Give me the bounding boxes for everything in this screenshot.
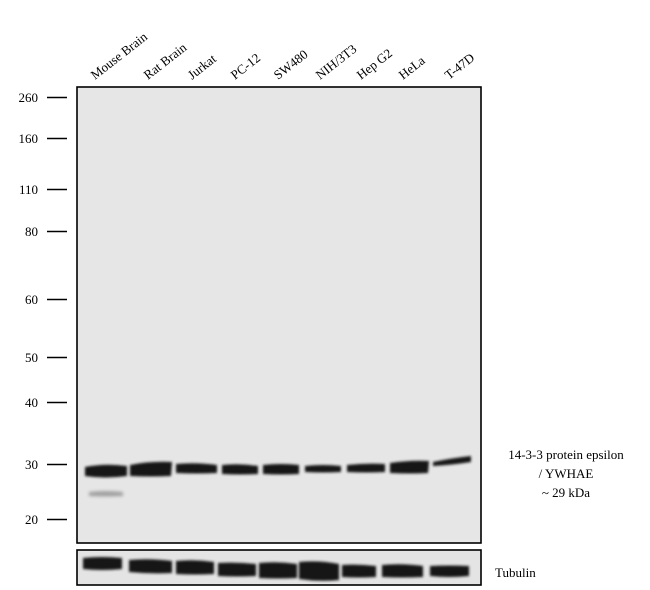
target-label-line2: / YWHAE xyxy=(539,466,594,481)
tubulin-band-mouse-brain xyxy=(83,557,122,570)
tubulin-band-pc-12 xyxy=(218,562,256,577)
band-mouse-brain xyxy=(85,464,127,478)
lane-label-rat-brain: Rat Brain xyxy=(141,39,190,82)
tubulin-bands xyxy=(83,557,469,581)
band-hela xyxy=(390,460,429,474)
mw-label-20: 20 xyxy=(25,512,38,527)
lane-label-sw480: SW480 xyxy=(271,47,311,83)
band-jurkat xyxy=(176,463,217,474)
lane-labels: Mouse Brain Rat Brain Jurkat PC-12 SW480… xyxy=(88,29,478,83)
mw-label-260: 260 xyxy=(19,90,39,105)
band-hep-g2 xyxy=(347,463,385,473)
lane-label-hep-g2: Hep G2 xyxy=(354,45,395,82)
tubulin-band-hela xyxy=(382,564,423,578)
tubulin-band-t-47d xyxy=(430,565,469,577)
tubulin-band-jurkat xyxy=(176,560,214,575)
main-bands xyxy=(85,456,471,478)
band-pc-12 xyxy=(222,464,258,475)
tubulin-band-hep-g2 xyxy=(342,564,376,578)
band-t-47d xyxy=(433,456,471,466)
loading-control-label: Tubulin xyxy=(495,565,536,580)
mw-label-40: 40 xyxy=(25,395,38,410)
target-label-line1: 14-3-3 protein epsilon xyxy=(508,447,624,462)
lane-label-t-47d: T-47D xyxy=(442,50,478,82)
band-nih-3t3 xyxy=(305,465,341,473)
target-protein-label: 14-3-3 protein epsilon / YWHAE ~ 29 kDa xyxy=(508,447,624,500)
target-label-line3: ~ 29 kDa xyxy=(542,485,590,500)
mw-label-60: 60 xyxy=(25,292,38,307)
mw-label-160: 160 xyxy=(19,131,39,146)
lane-label-pc-12: PC-12 xyxy=(228,50,263,82)
molecular-weight-markers: 260 160 110 80 60 50 40 30 20 xyxy=(19,90,67,527)
tubulin-band-sw480 xyxy=(259,562,297,579)
mw-label-110: 110 xyxy=(19,182,38,197)
mw-label-30: 30 xyxy=(25,457,38,472)
band-rat-brain xyxy=(130,461,172,477)
tubulin-band-rat-brain xyxy=(129,559,172,574)
band-sw480 xyxy=(263,464,299,475)
mw-label-80: 80 xyxy=(25,224,38,239)
lane-label-jurkat: Jurkat xyxy=(185,51,220,83)
lane-label-mouse-brain: Mouse Brain xyxy=(88,29,151,83)
faint-band-mouse-brain xyxy=(89,491,123,497)
lane-label-hela: HeLa xyxy=(396,53,428,83)
lane-label-nih-3t3: NIH/3T3 xyxy=(313,41,360,82)
tubulin-band-nih-3t3 xyxy=(299,561,339,581)
mw-label-50: 50 xyxy=(25,350,38,365)
